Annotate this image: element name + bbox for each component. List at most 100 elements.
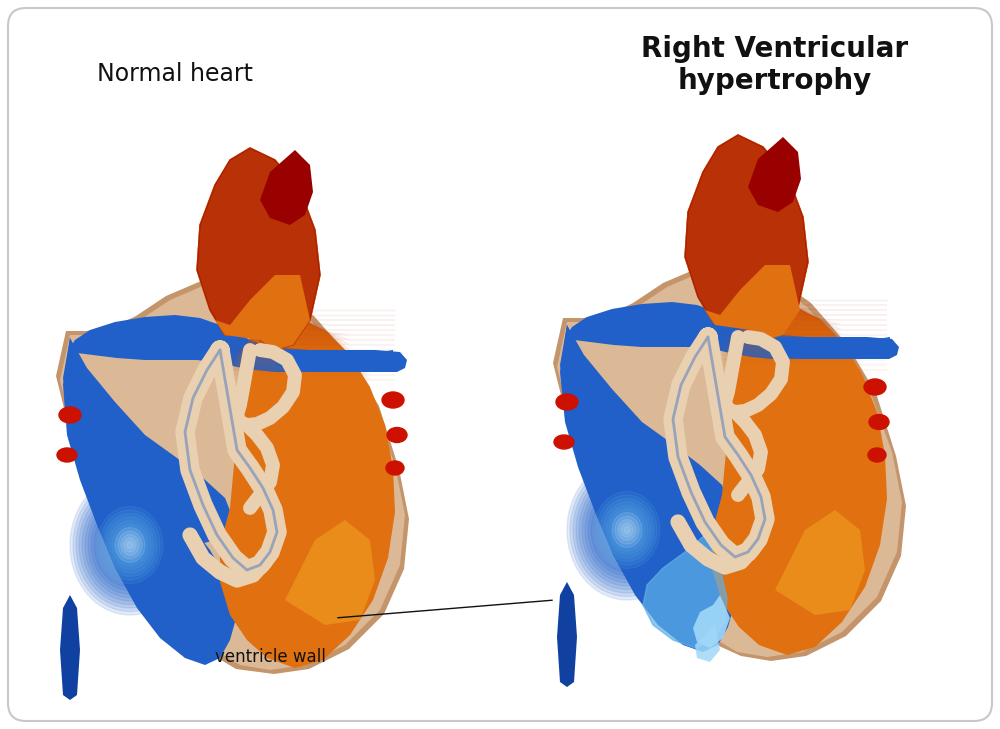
- Polygon shape: [703, 203, 782, 332]
- Polygon shape: [712, 302, 887, 345]
- Ellipse shape: [386, 461, 404, 475]
- Polygon shape: [201, 163, 314, 348]
- Ellipse shape: [869, 415, 889, 429]
- Polygon shape: [695, 625, 720, 662]
- Polygon shape: [712, 302, 887, 350]
- Ellipse shape: [109, 521, 151, 569]
- Polygon shape: [685, 135, 808, 337]
- Polygon shape: [197, 148, 320, 350]
- Polygon shape: [712, 302, 887, 330]
- Polygon shape: [210, 200, 299, 345]
- Polygon shape: [560, 325, 735, 652]
- Ellipse shape: [118, 531, 142, 559]
- Polygon shape: [705, 210, 779, 331]
- Polygon shape: [220, 315, 395, 335]
- Polygon shape: [220, 315, 395, 360]
- Polygon shape: [226, 258, 275, 339]
- Polygon shape: [239, 310, 254, 334]
- Polygon shape: [232, 281, 266, 337]
- Polygon shape: [712, 302, 887, 335]
- Polygon shape: [220, 315, 395, 370]
- Polygon shape: [220, 315, 395, 375]
- Polygon shape: [643, 535, 727, 648]
- Ellipse shape: [570, 464, 684, 596]
- Polygon shape: [63, 338, 233, 545]
- Polygon shape: [727, 292, 747, 324]
- Polygon shape: [207, 184, 305, 346]
- Polygon shape: [560, 325, 730, 532]
- Ellipse shape: [579, 474, 675, 586]
- Polygon shape: [723, 277, 753, 326]
- Polygon shape: [216, 222, 290, 343]
- Polygon shape: [712, 302, 887, 315]
- Ellipse shape: [73, 478, 187, 612]
- Polygon shape: [712, 302, 887, 655]
- Polygon shape: [203, 170, 311, 348]
- Polygon shape: [557, 582, 577, 687]
- Text: Normal heart: Normal heart: [97, 62, 253, 86]
- Ellipse shape: [387, 427, 407, 443]
- Ellipse shape: [94, 503, 166, 587]
- Polygon shape: [685, 135, 808, 337]
- Polygon shape: [220, 236, 284, 341]
- Polygon shape: [719, 262, 758, 327]
- Polygon shape: [220, 315, 395, 380]
- Ellipse shape: [609, 509, 645, 551]
- Polygon shape: [707, 217, 776, 330]
- Ellipse shape: [127, 542, 133, 548]
- Ellipse shape: [582, 477, 672, 582]
- Ellipse shape: [106, 517, 154, 573]
- Polygon shape: [209, 192, 302, 346]
- Polygon shape: [721, 270, 755, 326]
- Polygon shape: [277, 350, 407, 372]
- Ellipse shape: [591, 488, 663, 572]
- Ellipse shape: [57, 448, 77, 462]
- Ellipse shape: [612, 512, 642, 547]
- Ellipse shape: [585, 481, 669, 579]
- Ellipse shape: [556, 394, 578, 410]
- Polygon shape: [220, 315, 395, 350]
- Polygon shape: [731, 307, 741, 323]
- Polygon shape: [237, 303, 257, 335]
- Polygon shape: [220, 315, 395, 345]
- Polygon shape: [769, 337, 899, 359]
- Polygon shape: [711, 233, 770, 330]
- Polygon shape: [222, 243, 281, 340]
- Polygon shape: [70, 315, 393, 372]
- Polygon shape: [748, 137, 801, 212]
- Polygon shape: [709, 225, 773, 330]
- Ellipse shape: [600, 499, 654, 561]
- Ellipse shape: [70, 475, 190, 615]
- Ellipse shape: [112, 524, 148, 566]
- Polygon shape: [212, 207, 296, 344]
- Ellipse shape: [864, 379, 886, 395]
- Polygon shape: [691, 157, 799, 335]
- Ellipse shape: [597, 495, 657, 565]
- Polygon shape: [215, 275, 310, 350]
- Ellipse shape: [91, 499, 169, 590]
- Polygon shape: [687, 142, 805, 336]
- Polygon shape: [712, 302, 887, 355]
- Polygon shape: [199, 155, 317, 349]
- Ellipse shape: [567, 460, 687, 600]
- Polygon shape: [699, 187, 788, 333]
- Ellipse shape: [588, 485, 666, 575]
- Polygon shape: [733, 314, 738, 323]
- Polygon shape: [712, 302, 887, 365]
- Polygon shape: [712, 302, 887, 320]
- Ellipse shape: [382, 392, 404, 408]
- Ellipse shape: [573, 467, 681, 593]
- Text: Right Ventricular
hypertrophy: Right Ventricular hypertrophy: [641, 35, 909, 95]
- Polygon shape: [63, 338, 237, 665]
- Polygon shape: [701, 195, 785, 332]
- Polygon shape: [218, 229, 287, 342]
- Polygon shape: [235, 295, 260, 335]
- Polygon shape: [205, 177, 308, 347]
- Polygon shape: [228, 266, 272, 338]
- Polygon shape: [713, 240, 767, 329]
- Polygon shape: [717, 254, 761, 327]
- Polygon shape: [197, 148, 320, 350]
- Polygon shape: [712, 302, 887, 305]
- Ellipse shape: [121, 534, 139, 555]
- Ellipse shape: [85, 493, 175, 598]
